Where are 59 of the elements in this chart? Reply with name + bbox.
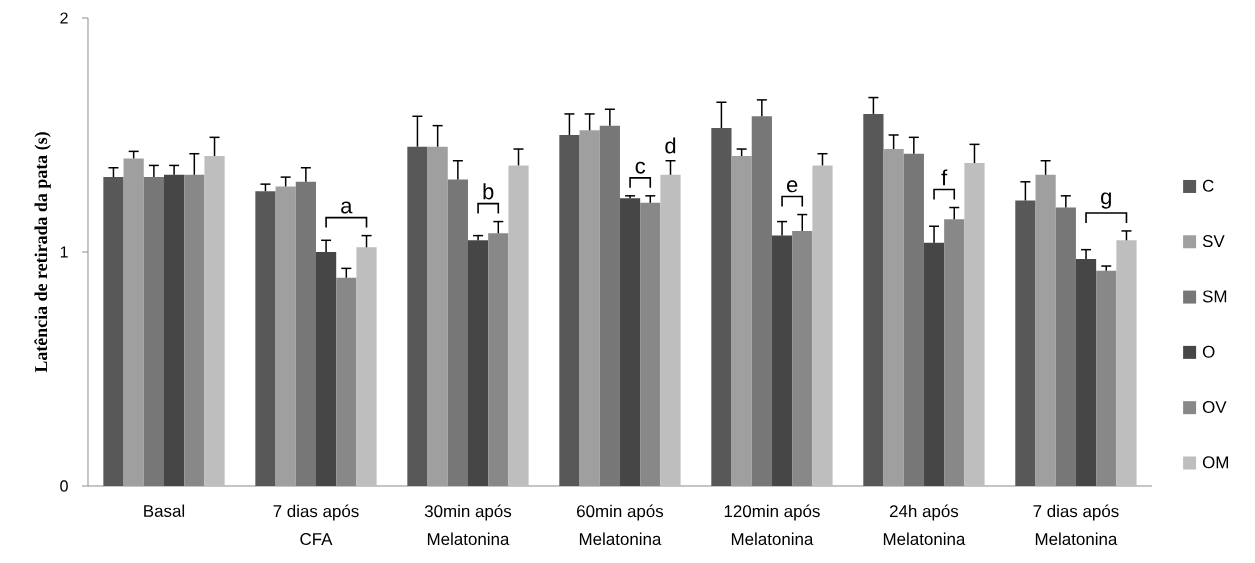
bar	[143, 177, 164, 486]
bar	[255, 191, 276, 486]
bar	[1055, 207, 1076, 486]
bar	[903, 153, 924, 486]
bar	[1035, 174, 1056, 486]
annotation: a	[341, 201, 353, 214]
bar	[771, 235, 793, 486]
y-tick-label: 1	[60, 246, 68, 258]
bar	[447, 179, 468, 486]
bar	[123, 158, 144, 486]
bar	[660, 174, 681, 486]
bar	[711, 127, 732, 486]
bar	[812, 165, 833, 486]
annotation: c	[635, 161, 646, 174]
bar	[599, 125, 620, 486]
bar	[883, 149, 904, 486]
bar	[407, 146, 428, 486]
legend-label: O	[1202, 345, 1215, 358]
x-tick-label: 120min após Melatonina	[724, 504, 820, 546]
bar	[923, 242, 945, 486]
x-tick-label: 7 dias após CFA	[273, 504, 359, 546]
x-tick-label: 30min após Melatonina	[424, 504, 512, 546]
bar	[731, 156, 752, 486]
legend-label: OM	[1202, 456, 1228, 469]
bar	[579, 130, 600, 486]
bar	[508, 165, 529, 486]
y-tick-label: 2	[60, 12, 68, 24]
annotation: e	[787, 180, 798, 193]
bar	[204, 156, 225, 486]
bar	[164, 174, 185, 486]
y-tick-label: 0	[60, 480, 68, 492]
bar	[103, 177, 124, 486]
bar	[275, 186, 296, 486]
x-tick-label: Basal	[144, 504, 185, 517]
legend-label: OV	[1202, 401, 1227, 414]
y-axis-title: Latência de retirada da pata (s)	[34, 132, 51, 373]
annotation: b	[483, 183, 494, 200]
bar	[751, 116, 772, 486]
annotation: d	[665, 137, 676, 154]
x-tick-label: 7 dias após Melatonina	[1033, 504, 1119, 546]
bar	[964, 163, 985, 486]
bar	[863, 113, 884, 486]
bar	[619, 198, 641, 486]
legend-label: SV	[1202, 235, 1225, 248]
x-tick-label: 24h após Melatonina	[883, 504, 966, 546]
annotation: f	[941, 169, 948, 186]
bar	[315, 252, 337, 486]
bar	[1116, 240, 1137, 486]
bar	[559, 135, 580, 486]
annotation: g	[1101, 192, 1111, 209]
bar	[467, 240, 489, 486]
legend-label: SM	[1202, 290, 1227, 303]
bar	[356, 247, 377, 486]
x-tick-label: 60min após Melatonina	[577, 504, 664, 546]
bar	[295, 181, 316, 486]
bar	[427, 146, 448, 486]
bar	[1015, 200, 1036, 486]
bar	[1075, 259, 1097, 486]
legend-label: C	[1202, 179, 1214, 192]
